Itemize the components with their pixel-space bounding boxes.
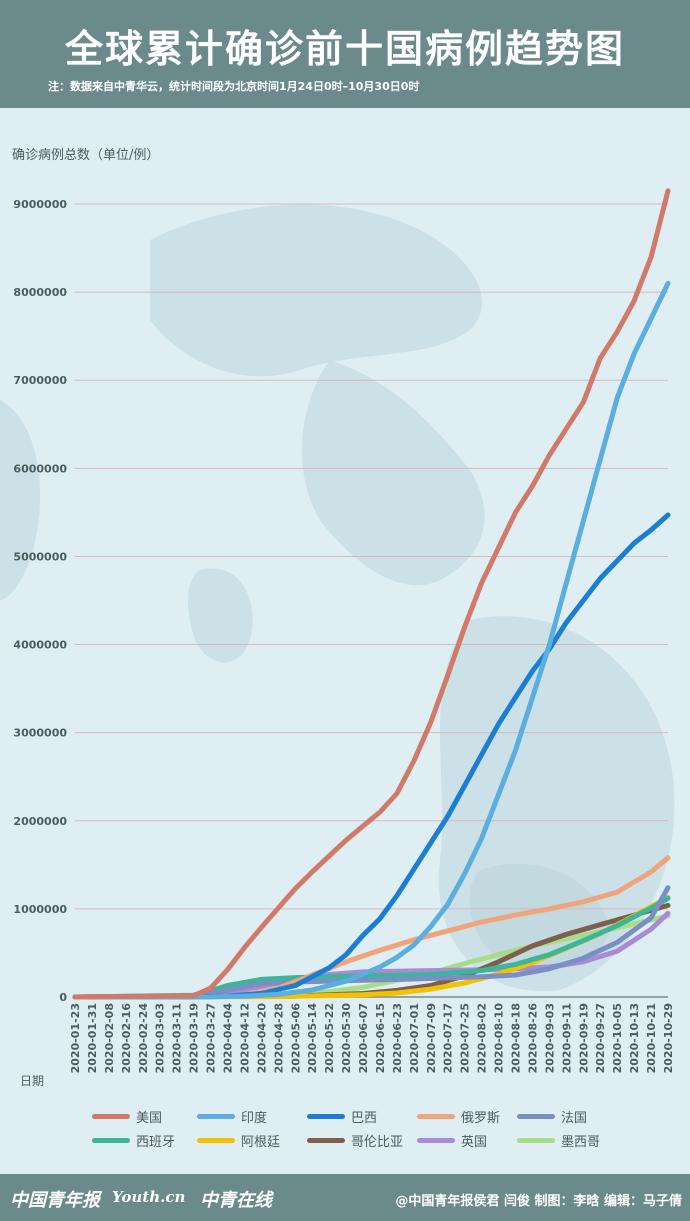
x-axis-ticks: 2020-01-23 2020-01-31 2020-02-08 2020-02-16…: [69, 1003, 675, 1074]
x-tick-label: 2020-08-18: [510, 1003, 523, 1073]
legend-item: 阿根廷: [197, 1130, 280, 1150]
legend-label: 英国: [461, 1134, 488, 1150]
legend-swatch: [307, 1113, 345, 1119]
series-line: [72, 895, 671, 1000]
legend-swatch: [417, 1137, 455, 1143]
legend-swatch: [197, 1137, 235, 1143]
x-tick-label: 2020-02-24: [137, 1003, 150, 1074]
series-line: [72, 188, 671, 1000]
x-tick-label: 2020-09-19: [577, 1003, 590, 1073]
x-tick-label: 2020-09-27: [594, 1003, 607, 1073]
y-tick-label: 9000000: [13, 198, 67, 211]
x-tick-label: 2020-03-11: [171, 1003, 184, 1073]
x-tick-label: 2020-08-10: [493, 1003, 506, 1074]
series-line: [72, 910, 671, 1000]
x-tick-label: 2020-09-11: [560, 1003, 573, 1073]
x-tick-label: 2020-02-16: [120, 1003, 133, 1074]
legend-label: 西班牙: [136, 1134, 176, 1150]
x-tick-label: 2020-01-31: [86, 1003, 99, 1073]
x-tick-label: 2020-04-04: [221, 1003, 234, 1074]
legend-item: 哥伦比亚: [307, 1130, 403, 1150]
x-tick-label: 2020-07-25: [459, 1003, 472, 1073]
y-tick-label: 8000000: [13, 286, 67, 299]
x-tick-label: 2020-03-19: [188, 1003, 201, 1073]
x-tick-label: 2020-04-28: [272, 1003, 285, 1073]
x-tick-label: 2020-10-13: [628, 1003, 641, 1073]
x-tick-label: 2020-05-06: [289, 1003, 302, 1074]
footer-banner: 中国青年报 Youth.cn 中青在线 @中国青年报侯君 闫俊 制图：李晗 编辑…: [0, 1174, 690, 1221]
y-tick-label: 5000000: [13, 550, 67, 563]
x-tick-label: 2020-06-15: [374, 1003, 387, 1073]
series-line: [72, 885, 671, 1000]
data-source-note: 注：数据来自中青华云，统计时间段为北京时间1月24日0时–10月30日0时: [48, 80, 420, 93]
y-tick-label: 7000000: [13, 374, 67, 387]
y-tick-label: 0: [59, 991, 67, 1004]
x-tick-label: 2020-06-07: [357, 1003, 370, 1073]
legend-label: 印度: [241, 1110, 268, 1126]
x-tick-label: 2020-10-21: [645, 1003, 658, 1073]
legend-swatch: [517, 1113, 555, 1119]
y-tick-label: 3000000: [13, 727, 67, 740]
brand-logo-cyd: 中国青年报: [10, 1190, 100, 1211]
legend-label: 墨西哥: [561, 1134, 601, 1150]
legend-label: 法国: [561, 1110, 588, 1126]
legend-item: 俄罗斯: [417, 1106, 500, 1126]
x-tick-label: 2020-07-01: [408, 1003, 421, 1073]
legend-label: 巴西: [351, 1110, 378, 1126]
series-line: [72, 280, 671, 1000]
legend-swatch: [92, 1113, 130, 1119]
x-tick-label: 2020-05-14: [306, 1003, 319, 1074]
legend-swatch: [417, 1113, 455, 1119]
series-line: [72, 512, 671, 1000]
y-tick-label: 4000000: [13, 639, 67, 652]
x-tick-label: 2020-06-23: [391, 1003, 404, 1073]
x-tick-label: 2020-10-05: [611, 1003, 624, 1073]
x-tick-label: 2020-05-22: [323, 1003, 336, 1073]
legend-swatch: [197, 1113, 235, 1119]
x-tick-label: 2020-03-03: [154, 1003, 167, 1073]
legend-label: 俄罗斯: [461, 1110, 501, 1126]
x-tick-label: 2020-05-30: [340, 1003, 353, 1074]
legend-label: 美国: [136, 1110, 163, 1126]
legend-swatch: [517, 1137, 555, 1143]
x-tick-label: 2020-02-08: [103, 1003, 116, 1073]
y-tick-label: 6000000: [13, 462, 67, 475]
x-tick-label: 2020-08-26: [526, 1003, 539, 1074]
x-tick-label: 2020-07-17: [442, 1003, 455, 1073]
brand-logo-cyol: 中青在线: [200, 1190, 272, 1211]
brand-logo-youth: Youth.cn: [112, 1188, 186, 1206]
x-tick-label: 2020-09-03: [543, 1003, 556, 1073]
y-axis-label: 确诊病例总数（单位/例）: [12, 148, 160, 163]
legend-item: 美国: [92, 1106, 162, 1126]
x-tick-label: 2020-08-02: [476, 1003, 489, 1073]
y-tick-label: 1000000: [13, 903, 67, 916]
x-tick-label: 2020-03-27: [205, 1003, 218, 1073]
y-tick-label: 2000000: [13, 815, 67, 828]
x-axis-label: 日期: [20, 1074, 45, 1088]
x-tick-label: 2020-10-29: [662, 1003, 675, 1073]
chart-series: [72, 188, 671, 1000]
legend-item: 法国: [517, 1106, 587, 1126]
x-tick-label: 2020-07-09: [425, 1003, 438, 1073]
header-banner: 全球累计确诊前十国病例趋势图 注：数据来自中青华云，统计时间段为北京时间1月24…: [0, 0, 690, 108]
x-tick-label: 2020-04-20: [255, 1003, 268, 1074]
chart-title: 全球累计确诊前十国病例趋势图: [64, 27, 625, 71]
legend-label: 哥伦比亚: [351, 1134, 404, 1150]
x-tick-label: 2020-04-12: [238, 1003, 251, 1073]
legend-item: 西班牙: [92, 1130, 175, 1150]
legend-swatch: [92, 1137, 130, 1143]
legend-item: 墨西哥: [517, 1130, 600, 1150]
y-axis-ticks: 0 1000000 2000000 3000000 4000000 5000000 6000…: [13, 198, 67, 1004]
x-tick-label: 2020-01-23: [69, 1003, 82, 1073]
world-map-background: [0, 204, 675, 992]
footer-credits: @中国青年报侯君 闫俊 制图：李晗 编辑：马子倩: [395, 1194, 682, 1209]
legend-item: 印度: [197, 1106, 267, 1126]
legend-item: 英国: [417, 1130, 487, 1150]
legend-swatch: [307, 1137, 345, 1143]
legend-label: 阿根廷: [241, 1134, 281, 1150]
legend-item: 巴西: [307, 1106, 377, 1126]
